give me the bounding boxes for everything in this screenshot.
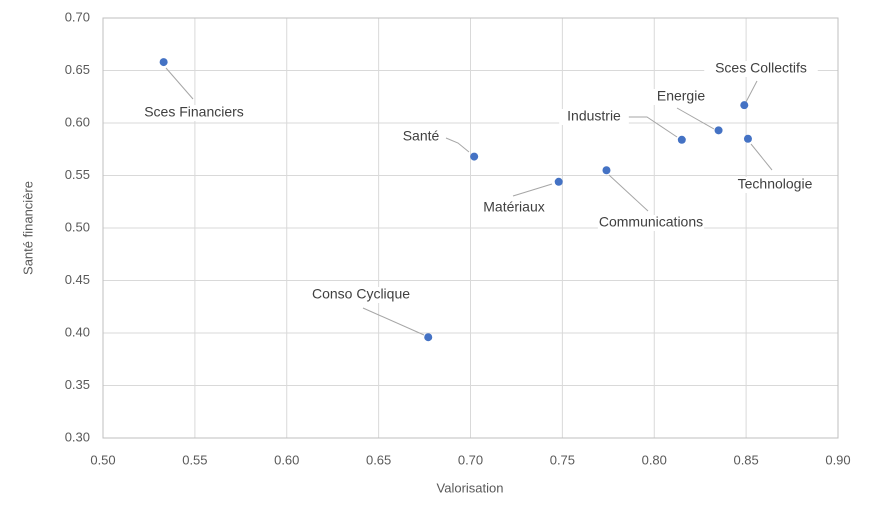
y-tick-label: 0.45 (65, 272, 90, 287)
x-tick-label: 0.90 (825, 452, 850, 467)
leader-line-industrie (628, 116, 678, 138)
grid-layer (102, 17, 839, 439)
data-point-label-sante: Santé (403, 128, 440, 144)
data-point-label-energie: Energie (657, 88, 705, 104)
data-point-conso-cyclique (424, 333, 433, 342)
y-tick-label: 0.50 (65, 219, 90, 234)
data-point-sces-collectifs (740, 101, 749, 110)
x-tick-label: 0.70 (458, 452, 483, 467)
x-tick-label: 0.55 (182, 452, 207, 467)
x-tick-label: 0.75 (550, 452, 575, 467)
data-point-label-sces-financiers: Sces Financiers (144, 104, 244, 120)
leader-line-conso-cyclique (362, 307, 425, 336)
y-tick-label: 0.35 (65, 377, 90, 392)
data-point-label-communications: Communications (599, 214, 703, 230)
leader-line-communications (608, 174, 649, 212)
x-tick-label: 0.60 (274, 452, 299, 467)
leader-line-materiaux (512, 183, 553, 197)
x-tick-label: 0.50 (90, 452, 115, 467)
x-tick-label: 0.80 (642, 452, 667, 467)
y-tick-label: 0.30 (65, 429, 90, 444)
data-point-label-materiaux: Matériaux (483, 199, 544, 215)
leader-lines-layer (165, 67, 773, 336)
y-tick-label: 0.60 (65, 114, 90, 129)
leader-line-sante (445, 137, 470, 153)
data-point-label-bg (559, 109, 629, 125)
data-point-label-bg (597, 215, 705, 231)
data-point-label-technologie: Technologie (738, 176, 813, 192)
point-labels-layer: Sces Financiers Santé Matériaux Communicati… (137, 60, 818, 303)
x-axis-title: Valorisation (437, 480, 504, 495)
x-tick-label: 0.85 (733, 452, 758, 467)
data-point-materiaux (554, 177, 563, 186)
data-point-label-sces-collectifs: Sces Collectifs (715, 60, 807, 76)
leader-line-sces-collectifs (745, 80, 758, 103)
data-point-label-bg (653, 89, 709, 105)
plot-border (102, 17, 839, 439)
data-point-label-bg (137, 105, 251, 121)
data-point-label-bg (732, 177, 818, 193)
tick-labels-layer: 0.50 0.55 0.60 0.65 0.70 0.75 0.80 0.85 0.90 0.30… (65, 9, 851, 467)
data-point-label-bg (400, 129, 442, 145)
x-tick-label: 0.65 (366, 452, 391, 467)
data-point-label-bg (479, 200, 549, 216)
data-point-industrie (677, 135, 686, 144)
data-points-layer (159, 58, 752, 342)
y-tick-label: 0.70 (65, 9, 90, 24)
data-point-label-bg (307, 287, 415, 303)
data-point-label-conso-cyclique: Conso Cyclique (312, 286, 410, 302)
y-tick-label: 0.40 (65, 324, 90, 339)
data-point-communications (602, 166, 611, 175)
data-point-energie (714, 126, 723, 135)
data-point-sces-financiers (159, 58, 168, 67)
leader-line-energie (676, 107, 715, 130)
data-point-label-bg (704, 61, 818, 77)
y-axis-title: Santé financière (20, 181, 35, 275)
y-tick-label: 0.65 (65, 62, 90, 77)
data-point-label-industrie: Industrie (567, 108, 621, 124)
leader-line-technologie (750, 143, 773, 171)
y-tick-label: 0.55 (65, 167, 90, 182)
data-point-technologie (743, 134, 752, 143)
data-point-sante (470, 152, 479, 161)
leader-line-sces-financiers (165, 67, 194, 100)
